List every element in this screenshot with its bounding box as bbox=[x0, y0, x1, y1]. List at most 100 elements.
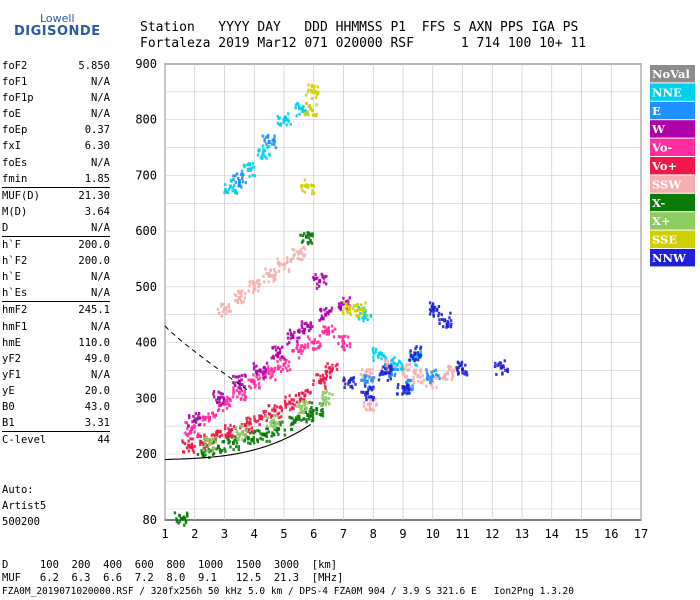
legend-swatch bbox=[650, 193, 695, 212]
echo-mark bbox=[317, 346, 320, 350]
echo-mark bbox=[197, 432, 200, 436]
parameter-value: 3.31 bbox=[84, 417, 110, 430]
echo-mark bbox=[316, 85, 319, 89]
data-point bbox=[282, 362, 286, 367]
echo-mark bbox=[276, 121, 280, 125]
data-point bbox=[243, 423, 247, 428]
echo-mark bbox=[255, 372, 259, 376]
echo-mark bbox=[442, 325, 445, 329]
echo-mark bbox=[249, 386, 253, 390]
echo-mark bbox=[386, 359, 390, 363]
echo-mark bbox=[183, 442, 187, 446]
parameter-row: foF1 N/A bbox=[2, 74, 110, 90]
echo-mark bbox=[344, 300, 348, 304]
x-tick-label: 2 bbox=[191, 527, 198, 541]
echo-mark bbox=[231, 189, 234, 193]
echo-mark bbox=[210, 433, 214, 437]
echo-mark bbox=[223, 183, 227, 187]
parameter-value: N/A bbox=[91, 271, 110, 284]
echo-mark bbox=[215, 431, 218, 435]
echo-mark bbox=[348, 296, 351, 300]
echo-mark bbox=[421, 381, 424, 385]
echo-mark bbox=[300, 325, 304, 329]
echo-mark bbox=[304, 407, 308, 411]
echo-mark bbox=[403, 366, 406, 370]
parameter-name: yF1 bbox=[2, 368, 21, 381]
echo-mark bbox=[367, 385, 370, 389]
echo-mark bbox=[214, 438, 217, 442]
echo-mark bbox=[241, 180, 245, 184]
echo-mark bbox=[233, 438, 236, 442]
echo-mark bbox=[321, 393, 324, 397]
echo-mark bbox=[311, 325, 314, 329]
legend-label: Vo+ bbox=[651, 159, 677, 173]
echo-mark bbox=[286, 332, 290, 336]
echo-mark bbox=[342, 376, 346, 380]
parameter-value: 1.85 bbox=[84, 172, 110, 185]
echo-mark bbox=[305, 101, 309, 105]
echo-mark bbox=[248, 167, 251, 171]
echo-mark bbox=[253, 174, 256, 178]
echo-mark bbox=[298, 401, 301, 405]
x-tick-label: 8 bbox=[370, 527, 377, 541]
echo-mark bbox=[298, 328, 301, 332]
echo-mark bbox=[499, 361, 503, 365]
echo-mark bbox=[221, 310, 225, 314]
echo-mark bbox=[267, 404, 270, 408]
echo-mark bbox=[224, 433, 227, 437]
echo-mark bbox=[276, 413, 279, 417]
echo-mark bbox=[238, 289, 241, 293]
parameter-row: foF2 5.850 bbox=[2, 58, 110, 74]
echo-mark bbox=[352, 304, 356, 308]
parameter-value: N/A bbox=[91, 92, 110, 105]
echo-mark bbox=[311, 419, 315, 423]
echo-mark bbox=[324, 365, 328, 369]
echo-mark bbox=[272, 137, 276, 141]
echo-mark bbox=[419, 375, 422, 379]
echo-mark bbox=[253, 429, 257, 433]
echo-mark bbox=[360, 368, 364, 372]
echo-mark bbox=[415, 364, 418, 368]
echo-mark bbox=[409, 378, 413, 382]
echo-mark bbox=[204, 453, 207, 457]
echo-mark bbox=[206, 444, 209, 448]
parameter-divider bbox=[2, 236, 110, 238]
echo-mark bbox=[310, 192, 314, 196]
echo-mark bbox=[419, 345, 423, 349]
echo-mark bbox=[385, 368, 388, 372]
legend-label: NoVal bbox=[652, 67, 691, 81]
parameter-row: B0 43.0 bbox=[2, 399, 110, 415]
echo-mark bbox=[431, 386, 434, 390]
echo-mark bbox=[199, 434, 203, 438]
echo-mark bbox=[447, 321, 450, 325]
data-point bbox=[368, 401, 372, 406]
parameter-name: foEs bbox=[2, 156, 28, 169]
echo-mark bbox=[342, 341, 345, 345]
data-point bbox=[365, 374, 369, 378]
data-point bbox=[304, 234, 308, 239]
echo-mark bbox=[288, 415, 291, 419]
parameter-row: foEs N/A bbox=[2, 155, 110, 171]
echo-mark bbox=[298, 257, 301, 261]
echo-mark bbox=[240, 169, 244, 173]
echo-mark bbox=[229, 423, 232, 427]
echo-mark bbox=[377, 378, 381, 382]
echo-mark bbox=[316, 282, 319, 286]
echo-mark bbox=[309, 414, 313, 418]
echo-mark bbox=[398, 360, 401, 364]
legend-swatch bbox=[650, 230, 695, 248]
echo-mark bbox=[237, 445, 240, 449]
echo-mark bbox=[357, 306, 361, 310]
echo-mark bbox=[388, 371, 391, 375]
data-point bbox=[416, 374, 420, 378]
echo-mark bbox=[274, 420, 277, 424]
echo-mark bbox=[289, 122, 292, 126]
echo-mark bbox=[425, 368, 428, 372]
echo-mark bbox=[295, 400, 298, 404]
echo-mark bbox=[262, 274, 265, 278]
echo-mark bbox=[315, 103, 318, 107]
echo-mark bbox=[320, 412, 323, 416]
echo-mark bbox=[417, 379, 420, 383]
parameter-row: M(D) 3.64 bbox=[2, 204, 110, 220]
echo-mark bbox=[416, 351, 420, 355]
